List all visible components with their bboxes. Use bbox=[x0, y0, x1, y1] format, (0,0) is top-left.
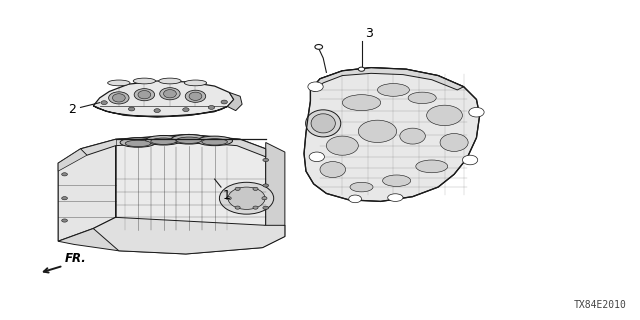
Ellipse shape bbox=[468, 108, 484, 117]
Ellipse shape bbox=[262, 197, 267, 200]
Ellipse shape bbox=[172, 134, 207, 144]
Polygon shape bbox=[243, 142, 285, 238]
Polygon shape bbox=[93, 106, 227, 117]
Ellipse shape bbox=[185, 90, 205, 102]
Ellipse shape bbox=[61, 219, 67, 222]
Ellipse shape bbox=[320, 162, 346, 178]
Ellipse shape bbox=[196, 136, 232, 146]
Ellipse shape bbox=[182, 108, 189, 112]
Ellipse shape bbox=[358, 120, 397, 142]
Polygon shape bbox=[227, 92, 242, 111]
Polygon shape bbox=[58, 149, 87, 171]
Ellipse shape bbox=[133, 78, 156, 84]
Ellipse shape bbox=[253, 206, 258, 209]
Ellipse shape bbox=[378, 84, 410, 96]
Ellipse shape bbox=[427, 105, 463, 125]
Polygon shape bbox=[58, 139, 116, 241]
Ellipse shape bbox=[154, 109, 161, 113]
Ellipse shape bbox=[463, 155, 477, 165]
Ellipse shape bbox=[326, 136, 358, 155]
Ellipse shape bbox=[220, 182, 274, 214]
Ellipse shape bbox=[350, 182, 373, 192]
Ellipse shape bbox=[306, 110, 340, 137]
Ellipse shape bbox=[151, 138, 176, 144]
Ellipse shape bbox=[263, 206, 269, 209]
Ellipse shape bbox=[400, 128, 426, 144]
Ellipse shape bbox=[349, 195, 362, 203]
Ellipse shape bbox=[309, 152, 324, 162]
Ellipse shape bbox=[113, 94, 125, 102]
Ellipse shape bbox=[208, 106, 214, 109]
Ellipse shape bbox=[120, 138, 156, 147]
Text: 1: 1 bbox=[223, 189, 231, 202]
Polygon shape bbox=[93, 217, 285, 254]
Polygon shape bbox=[116, 134, 266, 244]
Polygon shape bbox=[58, 225, 285, 254]
Ellipse shape bbox=[308, 82, 323, 92]
Ellipse shape bbox=[253, 187, 258, 190]
Ellipse shape bbox=[61, 197, 67, 200]
Ellipse shape bbox=[315, 44, 323, 49]
Ellipse shape bbox=[134, 89, 155, 101]
Ellipse shape bbox=[61, 173, 67, 176]
Ellipse shape bbox=[263, 158, 269, 162]
Ellipse shape bbox=[108, 80, 130, 86]
Ellipse shape bbox=[159, 78, 181, 84]
Ellipse shape bbox=[146, 135, 181, 145]
Ellipse shape bbox=[160, 88, 180, 100]
Polygon shape bbox=[310, 68, 464, 92]
Polygon shape bbox=[81, 134, 266, 157]
Ellipse shape bbox=[138, 91, 151, 99]
Ellipse shape bbox=[408, 92, 436, 104]
Ellipse shape bbox=[263, 184, 269, 187]
Ellipse shape bbox=[383, 175, 411, 187]
Ellipse shape bbox=[440, 133, 468, 151]
Text: 3: 3 bbox=[365, 27, 372, 40]
Ellipse shape bbox=[388, 194, 403, 201]
Ellipse shape bbox=[221, 100, 227, 104]
Ellipse shape bbox=[235, 206, 240, 209]
Ellipse shape bbox=[101, 101, 108, 105]
Text: 2: 2 bbox=[68, 102, 76, 116]
Ellipse shape bbox=[311, 114, 335, 133]
Ellipse shape bbox=[202, 139, 227, 145]
Ellipse shape bbox=[184, 80, 207, 86]
Ellipse shape bbox=[416, 160, 448, 173]
Ellipse shape bbox=[129, 107, 135, 111]
Ellipse shape bbox=[164, 90, 176, 98]
Polygon shape bbox=[304, 68, 479, 201]
Ellipse shape bbox=[358, 67, 365, 71]
Ellipse shape bbox=[125, 140, 151, 147]
Polygon shape bbox=[93, 81, 234, 117]
Ellipse shape bbox=[226, 197, 231, 200]
Ellipse shape bbox=[109, 92, 129, 104]
Ellipse shape bbox=[235, 187, 240, 190]
Text: FR.: FR. bbox=[65, 252, 86, 265]
Ellipse shape bbox=[189, 92, 202, 100]
Text: TX84E2010: TX84E2010 bbox=[573, 300, 627, 310]
Ellipse shape bbox=[342, 95, 381, 111]
Ellipse shape bbox=[228, 187, 265, 209]
Ellipse shape bbox=[176, 137, 202, 143]
